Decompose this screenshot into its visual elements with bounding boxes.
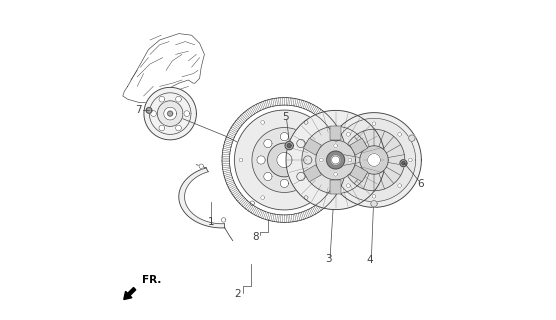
Polygon shape [368, 154, 380, 166]
Polygon shape [346, 132, 350, 136]
FancyArrow shape [124, 287, 136, 300]
Text: 7: 7 [135, 105, 141, 116]
Polygon shape [326, 158, 330, 162]
Polygon shape [261, 120, 265, 124]
Polygon shape [179, 168, 225, 228]
Polygon shape [372, 194, 376, 198]
Polygon shape [350, 165, 368, 182]
Polygon shape [319, 158, 323, 162]
Polygon shape [332, 118, 416, 202]
Polygon shape [250, 201, 255, 205]
Polygon shape [408, 158, 412, 162]
Polygon shape [304, 138, 321, 155]
Polygon shape [164, 107, 177, 120]
Text: 5: 5 [282, 112, 289, 122]
Polygon shape [400, 160, 407, 167]
Polygon shape [286, 110, 385, 210]
Polygon shape [360, 146, 388, 174]
Polygon shape [327, 151, 345, 169]
Polygon shape [350, 138, 368, 155]
Polygon shape [336, 158, 340, 162]
Polygon shape [261, 196, 265, 200]
Polygon shape [371, 201, 377, 207]
Polygon shape [277, 152, 292, 168]
Polygon shape [235, 110, 334, 210]
Text: 6: 6 [418, 179, 424, 189]
Polygon shape [334, 172, 337, 176]
Polygon shape [326, 113, 421, 207]
Polygon shape [348, 158, 352, 162]
Polygon shape [221, 218, 226, 222]
Polygon shape [159, 125, 165, 131]
Polygon shape [304, 165, 321, 182]
Polygon shape [239, 158, 243, 162]
Polygon shape [297, 172, 305, 181]
Text: 4: 4 [366, 255, 373, 265]
Polygon shape [402, 162, 405, 165]
Polygon shape [280, 132, 289, 141]
Polygon shape [285, 141, 294, 150]
Polygon shape [330, 126, 341, 140]
Polygon shape [280, 179, 289, 188]
Polygon shape [398, 132, 401, 136]
Polygon shape [184, 111, 190, 116]
Polygon shape [176, 125, 181, 131]
Polygon shape [316, 140, 355, 180]
Polygon shape [330, 180, 341, 194]
Polygon shape [331, 156, 340, 164]
Polygon shape [199, 164, 203, 169]
Polygon shape [297, 139, 305, 148]
Polygon shape [252, 128, 317, 192]
Polygon shape [267, 143, 301, 177]
Polygon shape [346, 184, 350, 188]
Polygon shape [304, 120, 308, 124]
Text: 3: 3 [325, 254, 332, 264]
Polygon shape [343, 129, 405, 191]
Text: 1: 1 [207, 217, 214, 227]
Polygon shape [302, 126, 369, 194]
Polygon shape [264, 139, 272, 148]
Polygon shape [151, 111, 156, 116]
Text: 8: 8 [252, 232, 259, 242]
Polygon shape [157, 101, 183, 126]
Polygon shape [334, 144, 337, 148]
Polygon shape [372, 122, 376, 126]
Polygon shape [159, 96, 165, 102]
Text: 2: 2 [235, 289, 241, 299]
Polygon shape [409, 135, 415, 141]
Polygon shape [144, 87, 196, 140]
Polygon shape [304, 196, 308, 200]
Polygon shape [304, 156, 312, 164]
Polygon shape [257, 156, 265, 164]
Polygon shape [176, 96, 181, 102]
Polygon shape [264, 172, 272, 181]
Polygon shape [146, 108, 152, 113]
Polygon shape [287, 144, 291, 148]
Polygon shape [398, 184, 401, 188]
Text: FR.: FR. [142, 275, 161, 285]
Polygon shape [167, 111, 173, 116]
Polygon shape [333, 135, 339, 141]
